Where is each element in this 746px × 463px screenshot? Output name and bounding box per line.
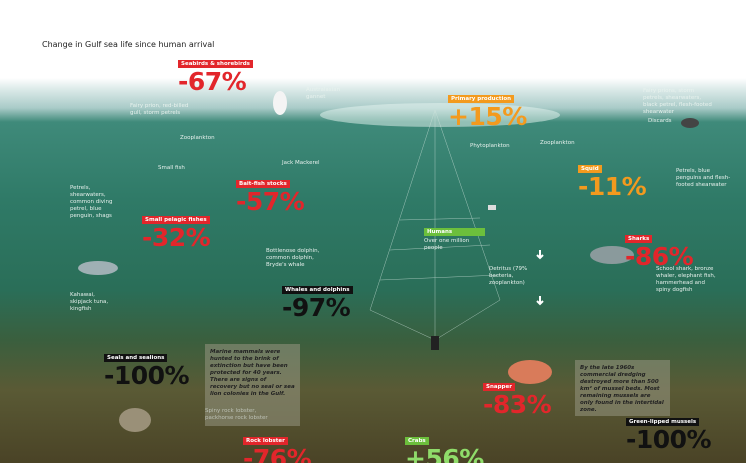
humans-tag: Humans bbox=[424, 228, 485, 236]
change-value: -100% bbox=[104, 361, 189, 390]
caption: Australasian gannet bbox=[306, 87, 346, 101]
caption: Bottlenose dolphin, common dolphin, Bryd… bbox=[266, 248, 326, 269]
seabird bbox=[681, 118, 699, 128]
change-value: +15% bbox=[448, 102, 527, 131]
caption: Fairy prions, storm petrels, shearwaters… bbox=[643, 88, 713, 116]
change-value: -32% bbox=[142, 223, 210, 252]
note: Marine mammals were hunted to the brink … bbox=[205, 344, 300, 426]
snapper bbox=[508, 360, 552, 384]
caption: Phytoplankton bbox=[470, 143, 510, 150]
infographic: Change in Gulf sea life since human arri… bbox=[0, 0, 746, 463]
change-value: -100% bbox=[626, 425, 711, 454]
arrows bbox=[537, 250, 543, 304]
caption: Zooplankton bbox=[540, 140, 580, 147]
caption: Petrels, blue penguins and flesh-footed … bbox=[676, 168, 731, 189]
debris bbox=[488, 205, 496, 210]
caption: Detritus (79% bacteria, zooplankton) bbox=[489, 266, 534, 287]
net-weight bbox=[431, 336, 439, 350]
octopus bbox=[119, 408, 151, 432]
caption: Zooplankton bbox=[180, 135, 220, 142]
caption: Fairy prion, red-billed gull, storm petr… bbox=[130, 103, 200, 117]
gannet bbox=[273, 91, 287, 115]
change-value: +56% bbox=[405, 444, 484, 463]
caption: Kahawai, skipjack tuna, kingfish bbox=[70, 292, 110, 313]
change-value: -83% bbox=[483, 390, 551, 419]
kahawai bbox=[78, 261, 118, 275]
caption: Discards bbox=[648, 118, 678, 125]
humans-caption: Over one million people bbox=[424, 238, 474, 252]
caption: Jack Mackerel bbox=[282, 160, 322, 167]
note: By the late 1960s commercial dredging de… bbox=[575, 360, 670, 416]
change-value: -97% bbox=[282, 293, 350, 322]
title: Change in Gulf sea life since human arri… bbox=[42, 40, 214, 49]
change-value: -67% bbox=[178, 67, 246, 96]
caption: Small fish bbox=[158, 165, 188, 172]
caption: School shark, bronze whaler, elephant fi… bbox=[656, 266, 716, 294]
caption: Petrels, shearwaters, common diving petr… bbox=[70, 185, 125, 220]
change-value: -57% bbox=[236, 187, 304, 216]
change-value: -76% bbox=[243, 444, 311, 463]
change-value: -11% bbox=[578, 172, 646, 201]
